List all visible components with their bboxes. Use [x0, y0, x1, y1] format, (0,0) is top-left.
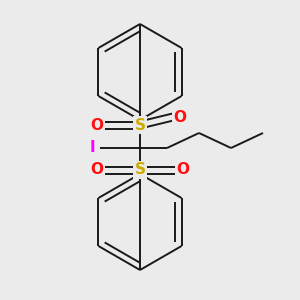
Text: O: O: [173, 110, 187, 124]
Text: O: O: [176, 163, 190, 178]
Text: O: O: [91, 163, 103, 178]
Text: O: O: [91, 118, 103, 133]
Text: S: S: [134, 118, 146, 133]
Text: I: I: [89, 140, 95, 155]
Text: S: S: [134, 163, 146, 178]
